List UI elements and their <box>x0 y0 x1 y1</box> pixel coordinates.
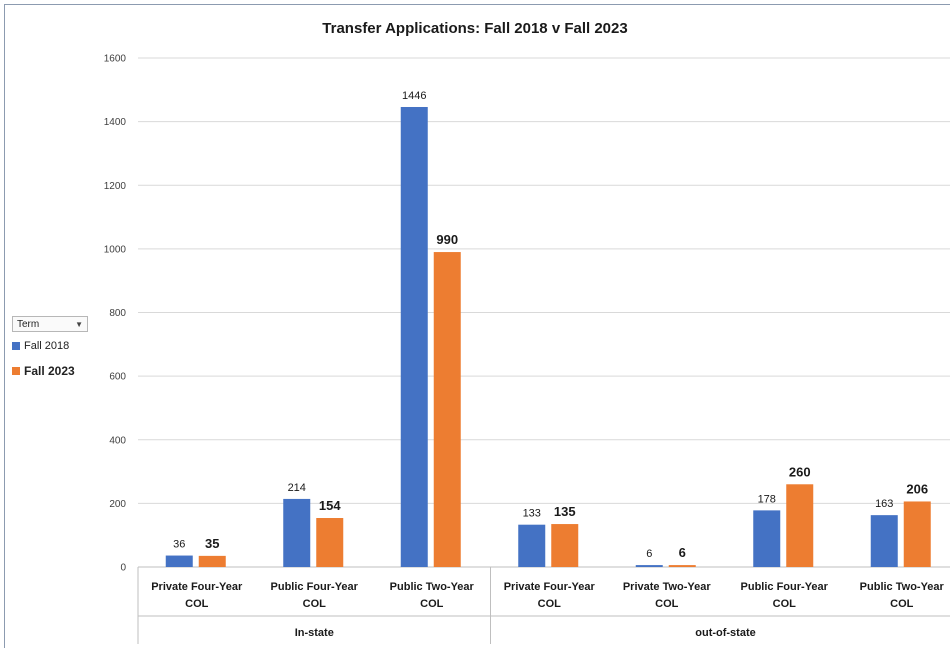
legend: Term ▼ Fall 2018 Fall 2023 <box>12 316 92 378</box>
data-label: 990 <box>436 232 458 247</box>
data-label: 163 <box>875 498 893 510</box>
bar <box>165 555 193 567</box>
x-tick-label: Public Two-Year <box>390 581 475 593</box>
y-tick-label: 1200 <box>104 181 127 192</box>
legend-item-fall-2018[interactable]: Fall 2018 <box>12 340 92 352</box>
x-tick-label: Public Two-Year <box>860 581 945 593</box>
group-label: out-of-state <box>695 627 756 639</box>
y-tick-label: 600 <box>109 372 126 383</box>
data-label: 260 <box>789 464 811 479</box>
data-label: 6 <box>646 548 652 560</box>
x-tick-label: Public Four-Year <box>271 581 359 593</box>
bar <box>786 484 814 567</box>
data-label: 206 <box>906 481 928 496</box>
x-tick-label: Private Two-Year <box>623 581 712 593</box>
x-tick-label: COL <box>538 598 562 610</box>
x-tick-label: COL <box>890 598 914 610</box>
legend-swatch-fall-2023 <box>12 367 20 375</box>
x-tick-label: Private Four-Year <box>504 581 596 593</box>
data-label: 6 <box>679 545 686 560</box>
y-tick-label: 1000 <box>104 244 127 255</box>
y-tick-label: 1400 <box>104 117 127 128</box>
x-tick-label: COL <box>185 598 209 610</box>
legend-label-fall-2023: Fall 2023 <box>24 364 75 378</box>
bar <box>903 501 931 567</box>
data-label: 178 <box>758 493 776 505</box>
bar <box>870 515 898 567</box>
y-tick-label: 0 <box>120 563 126 574</box>
data-label: 36 <box>173 539 185 551</box>
x-tick-label: Private Four-Year <box>151 581 243 593</box>
bar <box>635 565 663 567</box>
bar <box>198 555 226 567</box>
bar <box>668 565 696 567</box>
data-label: 135 <box>554 504 576 519</box>
legend-swatch-fall-2018 <box>12 342 20 350</box>
legend-item-fall-2023[interactable]: Fall 2023 <box>12 364 92 378</box>
data-label: 154 <box>319 498 341 513</box>
x-tick-label: COL <box>773 598 797 610</box>
y-tick-label: 1600 <box>104 54 127 65</box>
data-label: 214 <box>288 482 306 494</box>
bar <box>283 498 311 567</box>
chevron-down-icon: ▼ <box>75 319 83 329</box>
bar <box>400 106 428 568</box>
data-label: 35 <box>205 536 219 551</box>
chart-frame <box>4 4 950 648</box>
bar <box>433 252 461 567</box>
bar <box>316 518 344 567</box>
legend-label-fall-2018: Fall 2018 <box>24 340 70 352</box>
y-tick-label: 200 <box>109 499 126 510</box>
bar <box>753 510 781 567</box>
y-tick-label: 400 <box>109 435 126 446</box>
x-tick-label: COL <box>420 598 444 610</box>
bar <box>518 524 546 567</box>
x-tick-label: COL <box>655 598 679 610</box>
data-label: 1446 <box>402 90 426 102</box>
data-label: 133 <box>523 508 541 520</box>
group-label: In-state <box>295 627 334 639</box>
x-tick-label: Public Four-Year <box>741 581 829 593</box>
x-tick-label: COL <box>303 598 327 610</box>
y-tick-label: 800 <box>109 308 126 319</box>
term-filter-dropdown[interactable]: Term ▼ <box>12 316 88 332</box>
chart-title: Transfer Applications: Fall 2018 v Fall … <box>322 20 628 37</box>
bar <box>551 524 579 567</box>
term-filter-label: Term <box>17 318 40 330</box>
